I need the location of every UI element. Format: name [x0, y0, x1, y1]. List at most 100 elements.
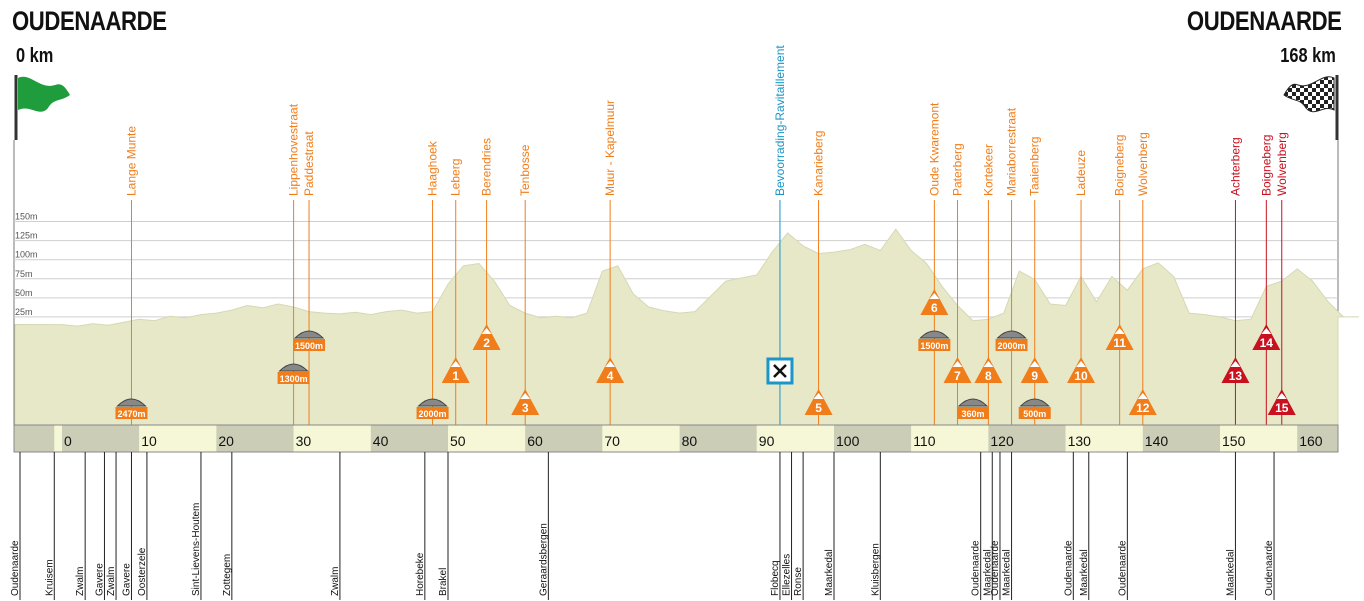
town-label: Oudenaarde — [1117, 540, 1128, 596]
x-tick-label: 120 — [990, 433, 1014, 449]
top-label: Berendries — [480, 138, 494, 196]
axis-band — [216, 425, 294, 452]
finish-distance: 168 km — [1280, 45, 1336, 67]
cobble-length-box — [293, 339, 326, 351]
climb-number: 2 — [483, 336, 490, 350]
axis-band — [293, 425, 371, 452]
town-label: Zwalm — [330, 567, 341, 596]
start-city-title: OUDENAARDE — [12, 6, 167, 36]
cobble-length-box — [115, 407, 148, 419]
y-tick-label: 150m — [15, 212, 38, 222]
x-tick-label: 30 — [296, 433, 312, 449]
start-flag-icon — [14, 75, 70, 140]
cobble-length-box — [416, 407, 449, 419]
cobble-sector: 1300m — [277, 363, 310, 384]
top-label: Lippenhovestraat — [287, 103, 301, 196]
cobble-sector: 500m — [1018, 398, 1051, 419]
town-label: Maarkedal — [824, 549, 835, 596]
cobbles-icon — [1019, 398, 1050, 407]
climb-number: 1 — [452, 369, 459, 383]
climb-number: 7 — [954, 369, 961, 383]
climb-marker: 3 — [511, 389, 540, 415]
cobble-sector: 2470m — [115, 398, 148, 419]
cobble-sector: 360m — [956, 398, 989, 419]
axis-band — [139, 425, 217, 452]
climb-marker: 1 — [441, 357, 470, 383]
climb-number: 14 — [1260, 336, 1274, 350]
town-label: Maarkedal — [1225, 549, 1236, 596]
x-tick-label: 80 — [682, 433, 698, 449]
climb-triangle — [1105, 324, 1134, 350]
top-label: Taaienberg — [1028, 137, 1042, 196]
climb-triangle — [596, 357, 625, 383]
cobble-length-label: 1300m — [280, 374, 308, 384]
cobble-length-label: 1500m — [920, 341, 948, 351]
cobbles-icon — [293, 330, 325, 339]
axis-band — [1220, 425, 1298, 452]
mountain-icon — [1230, 361, 1241, 367]
climb-marker: 11 — [1105, 324, 1134, 350]
mountain-icon — [952, 361, 963, 367]
town-label: Oudenaarde — [971, 540, 982, 596]
x-tick-label: 40 — [373, 433, 389, 449]
top-label: Paddestraat — [302, 131, 316, 196]
climb-marker: 6 — [920, 289, 949, 315]
axis-band — [1142, 425, 1220, 452]
start-distance: 0 km — [16, 45, 54, 67]
top-label: Bevoorrading-Ravitaillement — [773, 45, 787, 196]
cobble-length-label: 1500m — [295, 341, 323, 351]
finish-flag-icon — [1283, 75, 1339, 140]
town-label: Maarkedal — [1079, 549, 1090, 596]
top-label: Mariaborrestraat — [1005, 107, 1019, 196]
cobbles-icon — [116, 398, 147, 407]
top-label: Ladeuze — [1074, 150, 1088, 196]
axis-frame — [13, 424, 1339, 453]
cobble-sector: 2000m — [995, 330, 1028, 351]
x-tick-label: 10 — [141, 433, 157, 449]
axis-band — [1297, 425, 1338, 452]
cobbles-icon — [919, 330, 950, 339]
y-tick-label: 125m — [15, 231, 38, 241]
top-label: Leberg — [449, 159, 463, 196]
axis-band — [834, 425, 912, 452]
top-label: Achterberg — [1228, 137, 1242, 196]
feed-zone-marker — [766, 357, 794, 385]
top-label: Haaghoek — [426, 140, 440, 196]
town-label: Geraardsbergen — [538, 523, 549, 596]
y-tick-label: 100m — [15, 250, 38, 260]
climb-marker: 15 — [1267, 389, 1296, 415]
x-tick-label: 70 — [604, 433, 620, 449]
cobble-length-label: 2470m — [117, 409, 145, 419]
climb-triangle — [1221, 357, 1250, 383]
climb-marker: 14 — [1252, 324, 1281, 350]
axis-band — [62, 425, 140, 452]
climb-triangle — [804, 389, 833, 415]
y-tick-label: 50m — [15, 288, 33, 298]
cobble-length-box — [277, 372, 310, 384]
finish-city-title: OUDENAARDE — [1187, 6, 1342, 36]
axis-band — [988, 425, 1066, 452]
x-tick-label: 20 — [218, 433, 234, 449]
town-label: Maarkedal — [1002, 549, 1013, 596]
cobble-length-label: 500m — [1023, 409, 1046, 419]
climb-number: 10 — [1074, 369, 1088, 383]
town-label: Kruisem — [44, 559, 55, 596]
town-label: Sint-Lievens-Houtem — [191, 503, 202, 596]
town-label: Ronse — [793, 567, 804, 596]
mountain-icon — [1076, 361, 1087, 367]
climb-number: 9 — [1031, 369, 1038, 383]
axis-band — [525, 425, 603, 452]
x-tick-label: 60 — [527, 433, 543, 449]
top-label: Lange Munte — [124, 126, 138, 196]
x-tick-label: 0 — [64, 433, 72, 449]
top-label: Paterberg — [951, 143, 965, 196]
mountain-icon — [929, 293, 940, 299]
mountain-icon — [983, 361, 994, 367]
climb-marker: 4 — [596, 357, 625, 383]
town-label: Zwalm — [106, 567, 117, 596]
climb-triangle — [974, 357, 1003, 383]
top-label: Tenbosse — [518, 144, 532, 196]
cobble-length-box — [1018, 407, 1051, 419]
town-label: Horebeke — [415, 552, 426, 596]
